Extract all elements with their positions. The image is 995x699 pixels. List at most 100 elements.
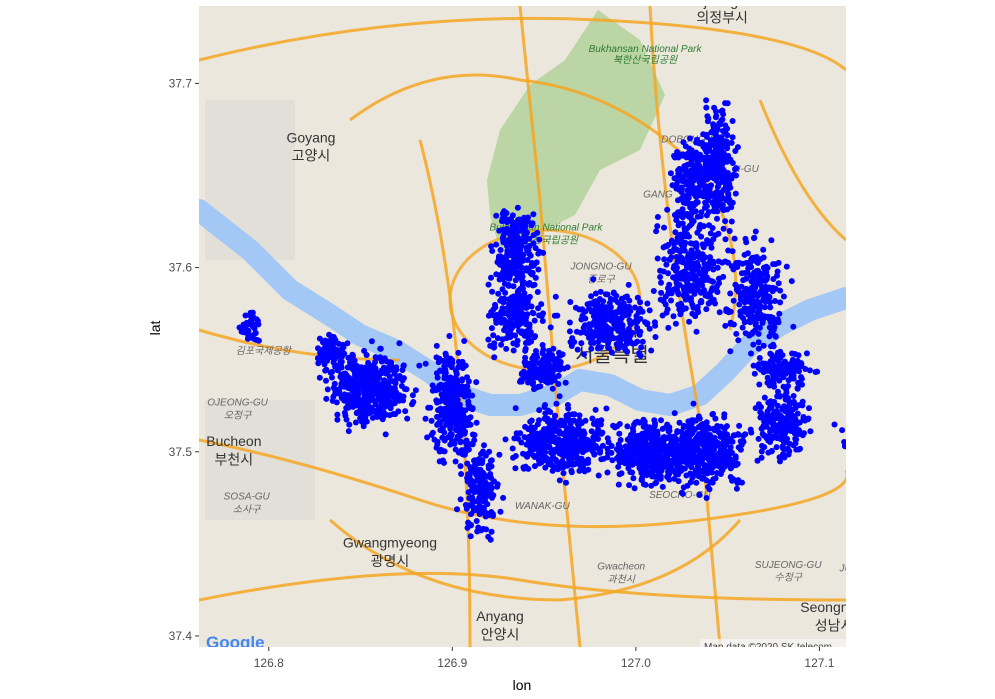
data-point: [549, 385, 556, 392]
data-point: [547, 366, 554, 373]
data-point: [799, 381, 805, 388]
data-point: [457, 439, 464, 446]
data-point: [716, 162, 723, 169]
data-point: [502, 289, 509, 296]
data-point: [639, 338, 646, 345]
data-point: [366, 404, 373, 411]
data-point: [610, 335, 617, 342]
data-point: [345, 428, 352, 435]
data-point: [640, 455, 647, 462]
data-point: [788, 423, 795, 430]
data-point: [618, 448, 625, 455]
data-point: [644, 300, 651, 307]
data-point: [698, 233, 705, 240]
data-point: [749, 330, 755, 337]
data-point: [475, 524, 482, 531]
data-point: [612, 325, 619, 332]
data-point: [794, 410, 801, 417]
data-point: [500, 494, 507, 501]
data-point: [380, 388, 387, 395]
data-point: [532, 369, 539, 376]
data-point: [779, 414, 786, 421]
data-point: [458, 406, 465, 413]
data-point: [448, 433, 455, 439]
data-point: [560, 443, 567, 450]
data-point: [722, 322, 729, 329]
data-point: [634, 294, 641, 301]
data-point: [399, 367, 406, 373]
data-point: [749, 255, 755, 261]
data-point: [713, 127, 720, 134]
data-point: [576, 458, 583, 465]
data-point: [500, 239, 507, 246]
data-point: [776, 310, 783, 317]
data-point: [712, 415, 719, 422]
data-point: [758, 448, 765, 455]
y-axis: 37.4 37.5 37.6 37.7: [169, 76, 199, 643]
data-point: [409, 392, 416, 399]
data-point: [723, 431, 729, 437]
data-point: [604, 291, 611, 298]
data-point: [764, 374, 771, 381]
data-point: [762, 288, 769, 295]
data-point: [324, 347, 331, 354]
data-point: [391, 400, 398, 407]
data-point: [494, 483, 501, 490]
data-point: [694, 454, 701, 461]
data-point: [672, 320, 679, 327]
place-label: Gwacheon: [597, 562, 645, 573]
data-point: [559, 430, 566, 437]
data-point: [352, 419, 359, 426]
data-point: [522, 223, 529, 230]
data-point: [690, 282, 697, 289]
data-point: [704, 147, 710, 154]
data-point: [653, 479, 660, 486]
data-point: [513, 306, 520, 313]
data-point: [649, 452, 655, 459]
data-point: [730, 297, 737, 304]
data-point: [703, 97, 710, 104]
data-point: [711, 446, 717, 453]
data-point: [428, 417, 435, 424]
data-point: [728, 218, 735, 225]
data-point: [706, 440, 713, 447]
data-point: [479, 460, 485, 467]
data-point: [255, 337, 262, 344]
data-point: [590, 420, 597, 427]
data-point: [757, 414, 764, 421]
data-point: [655, 453, 661, 460]
data-point: [657, 296, 664, 303]
data-point: [727, 348, 734, 355]
data-point: [600, 455, 607, 462]
data-point: [561, 365, 567, 372]
data-point: [463, 440, 470, 447]
data-point: [236, 324, 243, 331]
data-point: [672, 229, 679, 236]
data-point: [739, 324, 746, 331]
data-point: [755, 435, 762, 442]
data-point: [557, 359, 564, 365]
data-point: [668, 297, 674, 304]
place-label: 북한산국립공원: [613, 54, 678, 66]
data-point: [541, 426, 548, 433]
data-point: [503, 210, 510, 217]
data-point: [638, 344, 645, 351]
data-point: [634, 324, 641, 331]
data-point: [543, 362, 550, 369]
data-point: [668, 465, 675, 472]
data-point: [603, 405, 610, 412]
road: [199, 16, 846, 72]
attribution: Map data ©2020 SK telecom: [700, 639, 846, 647]
data-point: [796, 368, 802, 375]
data-point: [643, 470, 650, 477]
data-point: [527, 252, 534, 259]
data-point: [756, 355, 763, 361]
data-point: [722, 236, 729, 243]
data-point: [482, 479, 489, 486]
data-point: [646, 325, 653, 332]
data-point: [761, 444, 768, 451]
data-point: [751, 302, 758, 308]
data-point: [714, 135, 721, 142]
data-point: [529, 220, 536, 227]
data-point: [693, 154, 700, 161]
